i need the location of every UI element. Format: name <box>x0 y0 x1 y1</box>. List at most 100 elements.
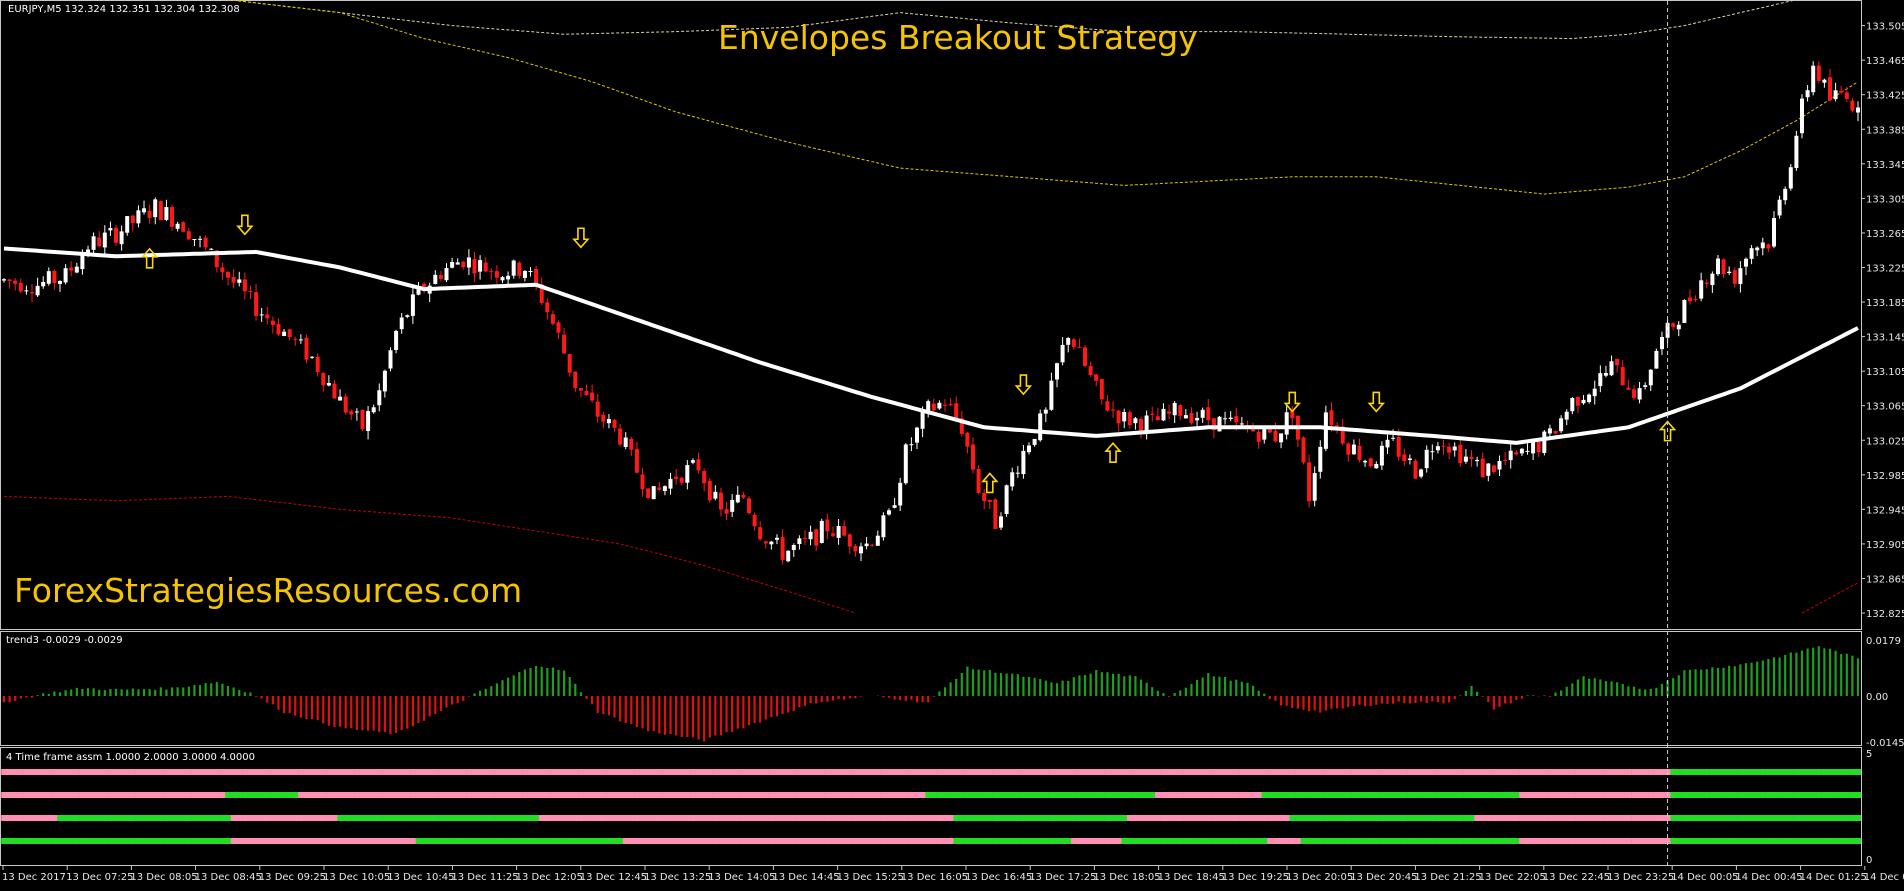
timeframe-cell <box>1849 815 1856 821</box>
timeframe-cell <box>219 838 226 844</box>
timeframe-cell <box>863 838 870 844</box>
candle-body <box>1609 361 1614 376</box>
timeframe-cell <box>1597 815 1604 821</box>
timeframe-cell <box>1653 838 1660 844</box>
candle-body <box>1066 338 1071 345</box>
timeframe-cell <box>12 838 19 844</box>
timeframe-cell <box>1580 838 1587 844</box>
timeframe-cell <box>729 769 736 775</box>
timeframe-cell <box>869 792 876 798</box>
candle-body <box>1486 463 1491 476</box>
timeframe-cell <box>1636 838 1643 844</box>
timeframe-cell <box>1239 838 1245 844</box>
timeframe-cell <box>970 769 977 775</box>
timeframe-cell <box>1395 838 1402 844</box>
candle-body <box>119 231 124 245</box>
timeframe-cell <box>230 792 237 798</box>
timeframe-cell <box>1765 838 1772 844</box>
timeframe-cell <box>975 815 982 821</box>
timeframe-cell <box>589 815 596 821</box>
candle-body <box>1111 409 1115 411</box>
timeframe-cell <box>1541 792 1548 798</box>
timeframe-cell <box>1054 838 1061 844</box>
timeframe-cell <box>1390 792 1397 798</box>
candle-body <box>1340 426 1345 444</box>
timeframe-cell <box>1300 792 1307 798</box>
timeframe-cell <box>1435 815 1441 821</box>
timeframe-cell <box>1328 838 1335 844</box>
candle-body <box>388 350 393 369</box>
timeframe-cell <box>1267 815 1273 821</box>
timeframe-cell <box>662 815 668 821</box>
timeframe-cell <box>880 838 887 844</box>
timeframe-cell <box>1407 838 1413 844</box>
timeframe-cell <box>1065 792 1072 798</box>
candle-body <box>1234 416 1239 423</box>
timeframe-cell <box>1631 769 1638 775</box>
candle-body <box>298 339 303 341</box>
timeframe-cell <box>763 792 769 798</box>
timeframe-cell <box>1255 792 1262 798</box>
timeframe-cell <box>723 792 730 798</box>
candle-body <box>1559 418 1564 432</box>
timeframe-cell <box>1513 792 1520 798</box>
timeframe-cell <box>942 838 949 844</box>
candle-body <box>108 228 113 231</box>
timeframe-cell <box>90 815 97 821</box>
timeframe-cell <box>152 792 159 798</box>
timeframe-cell <box>1087 769 1094 775</box>
candle-body <box>1419 469 1424 477</box>
timeframe-cell <box>12 769 19 775</box>
timeframe-cell <box>622 838 629 844</box>
timeframe-cell <box>1648 769 1654 775</box>
timeframe-cell <box>555 815 562 821</box>
timeframe-cell <box>118 838 125 844</box>
timeframe-cell <box>875 815 881 821</box>
candle-body <box>1195 418 1200 421</box>
timeframe-cell <box>959 769 965 775</box>
timeframe-cell <box>678 769 685 775</box>
timeframe-cell <box>174 815 181 821</box>
timeframe-cell <box>29 838 36 844</box>
timeframe-cell <box>1244 815 1251 821</box>
timeframe-cell <box>1816 792 1822 798</box>
timeframe-cell <box>1575 815 1581 821</box>
timeframe-cell <box>1659 838 1666 844</box>
candle-body <box>1430 451 1435 453</box>
candle-body <box>662 486 667 491</box>
candle-body <box>472 259 477 274</box>
timeframe-cell <box>1171 769 1178 775</box>
candle-body <box>1206 407 1211 421</box>
candle-body <box>915 427 919 443</box>
timeframe-cell <box>146 815 153 821</box>
candle-body <box>562 334 567 354</box>
timeframe-cell <box>1407 792 1413 798</box>
price-tick-label: 133.385 <box>1866 125 1904 136</box>
timeframe-cell <box>628 815 635 821</box>
timeframe-cell <box>320 769 327 775</box>
timeframe-cell <box>1715 769 1722 775</box>
timeframe-cell <box>516 792 523 798</box>
timeframe-cell <box>1782 838 1789 844</box>
candle-body <box>1710 273 1715 286</box>
timeframe-cell <box>1244 838 1251 844</box>
buy-arrow <box>981 472 999 494</box>
timeframe-cell <box>1519 838 1525 844</box>
timeframe-cell <box>583 838 590 844</box>
timeframe-cell <box>1339 792 1346 798</box>
timeframe-cell <box>835 815 842 821</box>
candle-body <box>1688 297 1692 302</box>
timeframe-cell <box>1099 838 1105 844</box>
timeframe-cell <box>1524 769 1531 775</box>
timeframe-cell <box>707 815 713 821</box>
timeframe-cell <box>1519 792 1525 798</box>
candle-body <box>713 491 718 499</box>
timeframe-cell <box>426 769 433 775</box>
timeframe-cell <box>1110 792 1117 798</box>
price-tick-label: 133.185 <box>1866 298 1904 309</box>
timeframe-cell <box>830 792 837 798</box>
timeframe-cell <box>897 815 904 821</box>
timeframe-cell <box>270 838 276 844</box>
timeframe-cell <box>639 815 646 821</box>
timeframe-cell <box>1216 838 1223 844</box>
